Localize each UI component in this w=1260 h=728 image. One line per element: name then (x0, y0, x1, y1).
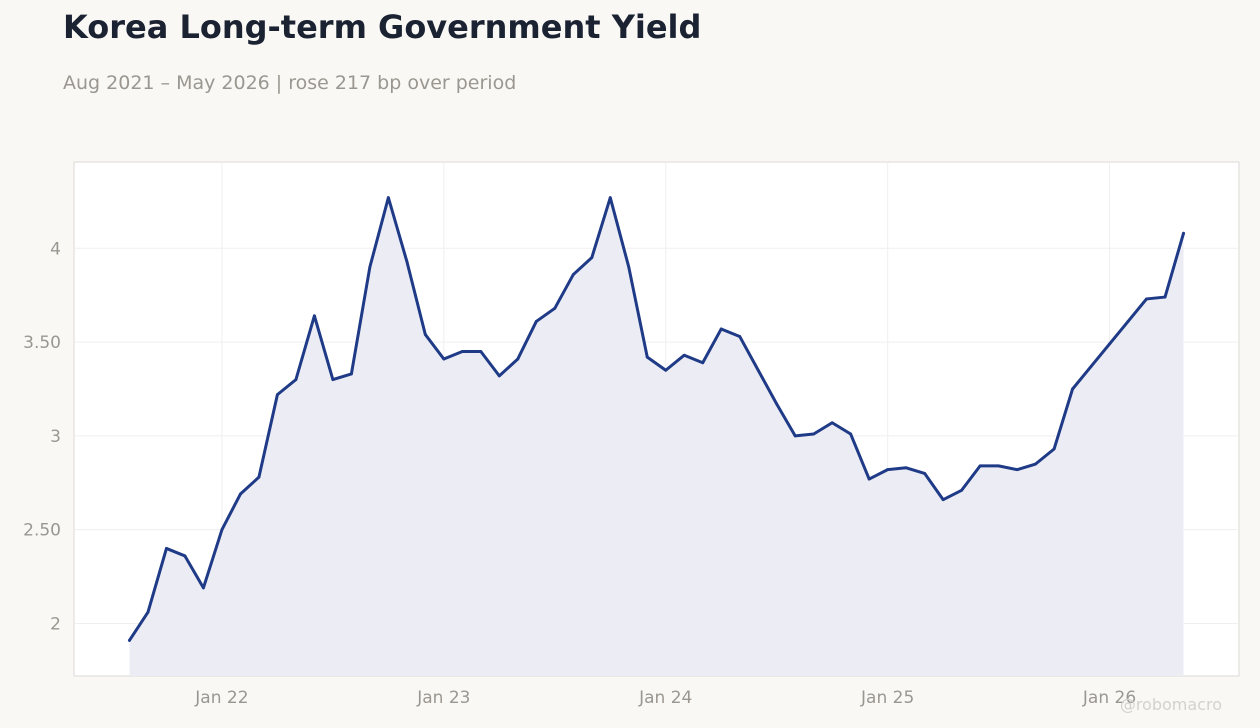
data-point (553, 306, 557, 310)
data-point (867, 477, 871, 481)
chart-subtitle: Aug 2021 – May 2026 | rose 217 bp over p… (63, 72, 517, 94)
data-point (516, 357, 520, 361)
x-tick-label: Jan 24 (638, 688, 692, 708)
data-point (349, 372, 353, 376)
data-point (830, 421, 834, 425)
data-point (294, 378, 298, 382)
data-point (960, 488, 964, 492)
data-point (220, 528, 224, 532)
data-point (183, 554, 187, 558)
data-point (479, 350, 483, 353)
data-point (405, 260, 409, 263)
data-point (146, 610, 150, 614)
data-point (1052, 447, 1056, 451)
data-point (682, 353, 686, 357)
y-tick-label: 2.50 (23, 521, 61, 541)
data-point (590, 256, 594, 260)
data-point (1126, 320, 1130, 323)
data-point (386, 196, 390, 200)
data-point (423, 333, 427, 336)
yield-line (127, 196, 1186, 642)
y-tick-label: 3.50 (23, 333, 61, 353)
data-point (1034, 462, 1037, 466)
y-tick-label: 3 (50, 427, 61, 447)
data-point (997, 464, 1000, 468)
x-tick-label: Jan 25 (860, 688, 914, 708)
data-point (978, 464, 982, 468)
data-point (368, 265, 372, 269)
data-point (886, 468, 890, 472)
data-point (664, 368, 668, 372)
data-point (497, 374, 501, 378)
data-point (627, 265, 631, 269)
data-point (239, 492, 242, 496)
data-point (849, 432, 853, 436)
data-point (1182, 231, 1185, 235)
x-tick-label: Jan 26 (1082, 688, 1136, 708)
x-tick-label: Jan 23 (416, 688, 470, 708)
data-point (1145, 297, 1148, 301)
y-axis-labels: 2 2.50 3 3.50 4 (23, 239, 61, 634)
data-point (1089, 365, 1093, 368)
data-point (276, 393, 279, 397)
data-point (645, 355, 649, 359)
data-point (165, 547, 168, 550)
data-point (793, 434, 797, 438)
data-point (719, 327, 723, 331)
data-point (775, 402, 779, 406)
data-point (738, 335, 742, 338)
data-point (923, 472, 927, 475)
data-point (904, 466, 908, 470)
data-point (701, 361, 705, 365)
data-point (442, 357, 446, 361)
data-point (202, 586, 205, 590)
data-point (257, 475, 261, 479)
data-point (460, 350, 464, 353)
x-axis-labels: Jan 22 Jan 23 Jan 24 Jan 25 Jan 26 (194, 688, 1136, 708)
data-point (1071, 387, 1074, 391)
data-point (1015, 468, 1019, 472)
data-point (313, 314, 316, 318)
data-point (571, 273, 575, 276)
watermark: @robomacro (1120, 695, 1222, 714)
x-tick-label: Jan 22 (194, 688, 248, 708)
data-point (128, 638, 131, 642)
data-point (756, 368, 760, 372)
data-points (128, 196, 1185, 642)
yield-area (129, 197, 1184, 676)
data-point (812, 432, 816, 436)
y-tick-label: 4 (50, 239, 61, 259)
chart-title: Korea Long-term Government Yield (63, 8, 702, 46)
data-point (608, 196, 612, 200)
data-point (941, 498, 945, 502)
data-point (1163, 295, 1167, 299)
data-point (331, 378, 335, 382)
y-tick-label: 2 (50, 614, 61, 634)
data-point (534, 320, 538, 323)
data-point (1108, 342, 1111, 346)
